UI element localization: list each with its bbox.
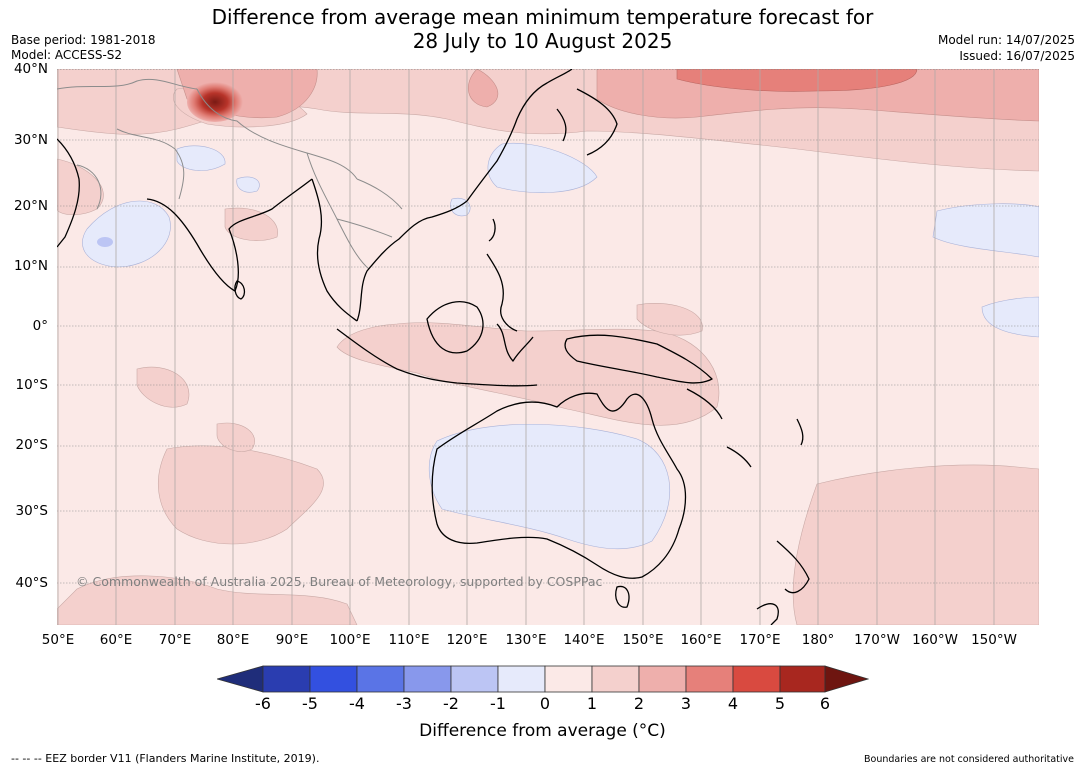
anomaly-hotspot	[187, 82, 243, 122]
lon-label-90e: 90°E	[275, 632, 309, 648]
lat-label-20n: 20°N	[13, 198, 48, 214]
forecast-map: © Commonwealth of Australia 2025, Bureau…	[57, 69, 1039, 625]
lon-label-100e: 100°E	[329, 632, 371, 648]
colorbar-tick: 1	[586, 694, 598, 713]
colorbar-bin	[262, 665, 311, 693]
lon-label-170e: 170°E	[739, 632, 781, 648]
colorbar-low-arrow	[217, 665, 264, 693]
lon-label-60e: 60°E	[99, 632, 133, 648]
colorbar-high-arrow	[824, 665, 869, 693]
lon-label-140e: 140°E	[563, 632, 605, 648]
issued-text: Issued: 16/07/2025	[959, 49, 1075, 63]
lon-label-150w: 150°W	[971, 632, 1017, 648]
copyright-text: © Commonwealth of Australia 2025, Bureau…	[76, 574, 602, 589]
lon-label-70e: 70°E	[158, 632, 192, 648]
colorbar-tick: -6	[255, 694, 271, 713]
lon-label-50e: 50°E	[41, 632, 75, 648]
colorbar-tick: 0	[539, 694, 551, 713]
colorbar-tick: 2	[633, 694, 645, 713]
colorbar-label: Difference from average (°C)	[419, 721, 666, 741]
lat-label-0: 0°	[32, 318, 48, 334]
lon-label-110e: 110°E	[388, 632, 430, 648]
colorbar-bin	[638, 665, 687, 693]
colorbar	[217, 665, 869, 693]
lat-label-30s: 30°S	[15, 503, 49, 519]
lat-label-10s: 10°S	[15, 377, 49, 393]
colorbar-bin	[403, 665, 452, 693]
map-title-line1: Difference from average mean minimum tem…	[211, 5, 874, 29]
anomaly-minus2-spot	[97, 237, 113, 247]
colorbar-bin	[450, 665, 499, 693]
colorbar-bin	[779, 665, 826, 693]
colorbar-bin	[732, 665, 781, 693]
colorbar-tick: 6	[819, 694, 831, 713]
model-run-text: Model run: 14/07/2025	[937, 33, 1075, 47]
colorbar-bin	[497, 665, 546, 693]
lat-label-40n: 40°N	[13, 61, 48, 77]
longitude-gridlines	[57, 69, 995, 625]
lat-label-40s: 40°S	[15, 575, 49, 591]
disclaimer-text: Boundaries are not considered authoritat…	[864, 754, 1074, 765]
lon-label-150e: 150°E	[622, 632, 664, 648]
colorbar-tick: -4	[349, 694, 365, 713]
model-text: Model: ACCESS-S2	[11, 48, 123, 62]
colorbar-tick: 3	[680, 694, 692, 713]
base-period-text: Base period: 1981-2018	[11, 33, 156, 47]
country-borders	[57, 78, 403, 270]
lat-label-10n: 10°N	[13, 258, 48, 274]
colorbar-tick: 4	[727, 694, 739, 713]
lat-label-30n: 30°N	[13, 132, 48, 148]
anomaly-minus1-regions	[82, 142, 1039, 550]
lon-label-160e: 160°E	[680, 632, 722, 648]
colorbar-bin	[544, 665, 593, 693]
lat-label-20s: 20°S	[15, 437, 49, 453]
colorbar-bin	[356, 665, 405, 693]
colorbar-tick: -5	[302, 694, 318, 713]
lon-label-130e: 130°E	[505, 632, 547, 648]
colorbar-tick: -3	[396, 694, 412, 713]
lon-label-180: 180°	[801, 632, 835, 648]
lon-label-160w: 160°W	[912, 632, 958, 648]
lon-label-80e: 80°E	[216, 632, 250, 648]
coastlines	[57, 69, 810, 625]
map-title-line2: 28 July to 10 August 2025	[412, 29, 673, 53]
colorbar-bin	[685, 665, 734, 693]
lon-label-170w: 170°W	[854, 632, 900, 648]
lon-label-120e: 120°E	[446, 632, 488, 648]
colorbar-bin	[591, 665, 640, 693]
anomaly-plus3-regions	[676, 69, 918, 92]
eez-legend-text: -- -- -- EEZ border V11 (Flanders Marine…	[11, 752, 320, 765]
colorbar-bin	[309, 665, 358, 693]
colorbar-tick: -1	[490, 694, 506, 713]
colorbar-tick: 5	[774, 694, 786, 713]
colorbar-tick: -2	[443, 694, 459, 713]
